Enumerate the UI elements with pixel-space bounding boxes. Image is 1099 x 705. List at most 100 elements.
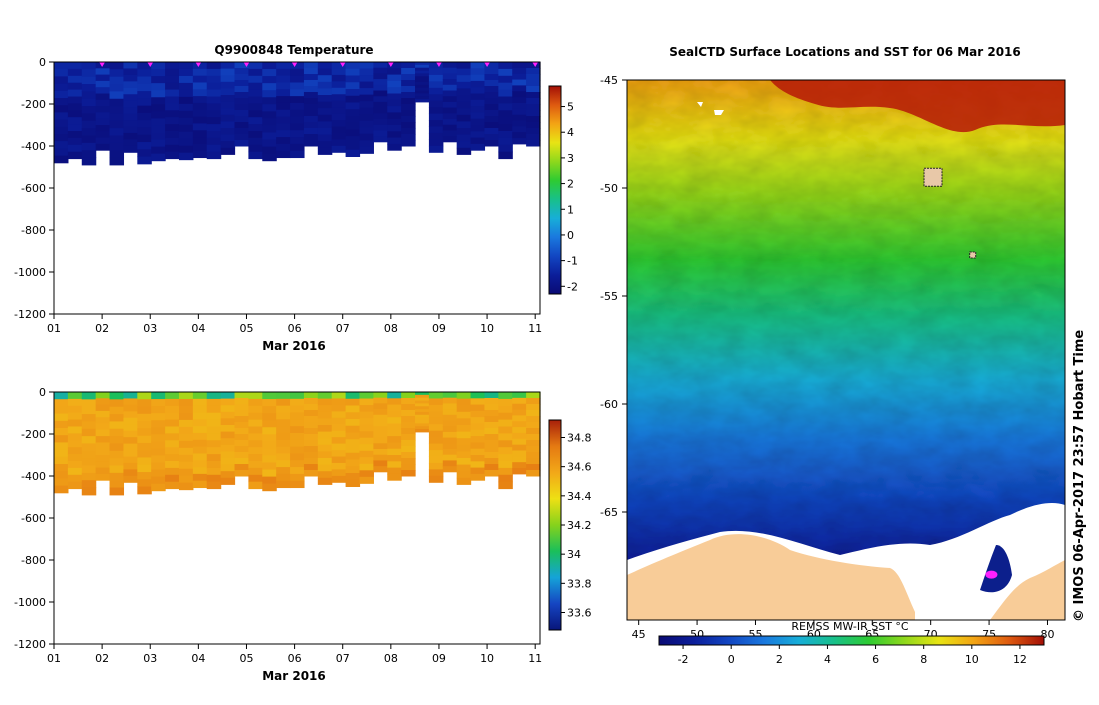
heatmap-cell (415, 76, 430, 80)
heatmap-cell (165, 447, 180, 455)
heatmap-cell (331, 404, 347, 412)
heatmap-cell (192, 398, 208, 407)
heatmap-cell (95, 392, 111, 399)
heatmap-cell (234, 440, 249, 447)
heatmap-cell (109, 436, 125, 444)
heatmap-cell (81, 128, 97, 136)
heatmap-cell (303, 410, 319, 417)
heatmap-cell (526, 128, 541, 135)
heatmap-cell (81, 450, 97, 459)
heatmap-cell (81, 62, 97, 70)
heatmap-cell (470, 118, 486, 126)
heatmap-cell (387, 429, 402, 437)
heatmap-cell (526, 134, 541, 141)
heatmap-cell (373, 73, 388, 80)
heatmap-cell (220, 392, 236, 400)
heatmap-cell (359, 398, 374, 406)
heatmap-cell (470, 473, 486, 481)
heatmap-cell (526, 428, 541, 435)
heatmap-cell (359, 444, 374, 452)
heatmap-cell (470, 417, 486, 424)
heatmap-cell (331, 62, 347, 69)
heatmap-cell (373, 113, 388, 120)
x-tick-label: 02 (95, 322, 109, 335)
heatmap-cell (220, 464, 236, 472)
heatmap-cell (276, 460, 291, 468)
heatmap-cell (498, 398, 513, 407)
heatmap-cell (220, 438, 236, 446)
profile-marker (435, 62, 442, 67)
heatmap-cell (137, 457, 152, 466)
heatmap-cell (81, 142, 97, 151)
heatmap-cell (526, 74, 541, 81)
salinity-heatmap (54, 392, 541, 496)
heatmap-cell (220, 95, 236, 103)
heatmap-cell (81, 106, 97, 114)
heatmap-cell (192, 432, 208, 441)
heatmap-cell (470, 106, 486, 113)
heatmap-cell (484, 62, 499, 69)
heatmap-cell (498, 117, 513, 125)
heatmap-cell (317, 471, 333, 479)
lat-tick-label: -50 (600, 182, 618, 195)
heatmap-cell (526, 446, 541, 453)
heatmap-cell (387, 87, 402, 94)
heatmap-cell (401, 470, 416, 477)
heatmap-cell (276, 439, 291, 448)
heatmap-cell (428, 417, 444, 425)
heatmap-cell (290, 116, 305, 124)
heatmap-cell (123, 81, 138, 89)
heatmap-cell (456, 451, 472, 459)
heatmap-cell (137, 479, 152, 488)
heatmap-cell (192, 446, 208, 454)
heatmap-cell (206, 75, 222, 84)
heatmap-cell (484, 440, 499, 447)
temperature-x-axis: 01 02 03 04 05 06 07 08 09 10 11 (47, 314, 542, 335)
heatmap-cell (345, 412, 361, 420)
heatmap-cell (248, 131, 263, 139)
heatmap-cell (276, 68, 291, 77)
heatmap-cell (387, 62, 402, 69)
heatmap-cell (81, 91, 97, 100)
heatmap-cell (498, 474, 513, 483)
heatmap-cell (428, 456, 444, 464)
heatmap-cell (373, 443, 388, 450)
temperature-title: Q9900848 Temperature (214, 43, 373, 57)
heatmap-cell (137, 83, 152, 92)
heatmap-cell (359, 62, 374, 70)
heatmap-cell (456, 81, 472, 89)
heatmap-cell (442, 431, 458, 439)
heatmap-cell (470, 112, 486, 120)
heatmap-cell (178, 68, 194, 77)
colorbar-tick-label: 4 (567, 126, 574, 139)
heatmap-cell (303, 110, 319, 117)
heatmap-cell (151, 104, 166, 112)
heatmap-cell (387, 417, 402, 424)
heatmap-cell (345, 149, 361, 157)
heatmap-cell (484, 80, 499, 87)
x-tick-label: 01 (47, 652, 61, 665)
heatmap-cell (234, 80, 249, 87)
heatmap-cell (206, 474, 222, 483)
heatmap-cell (359, 411, 374, 419)
heatmap-cell (526, 440, 541, 447)
heatmap-cell (470, 398, 486, 406)
heatmap-cell (303, 434, 319, 441)
heatmap-cell (428, 469, 444, 477)
heatmap-cell (512, 138, 527, 145)
heatmap-cell (165, 110, 180, 118)
heatmap-cell (109, 142, 125, 151)
heatmap-cell (248, 151, 263, 160)
heatmap-cell (109, 392, 125, 400)
heatmap-cell (234, 92, 249, 99)
heatmap-cell (359, 75, 374, 83)
heatmap-cell (137, 76, 152, 85)
heatmap-cell (178, 82, 194, 91)
x-tick-label: 07 (336, 322, 350, 335)
heatmap-cell (137, 134, 152, 143)
heatmap-cell (137, 450, 152, 458)
heatmap-cell (123, 411, 138, 419)
heatmap-cell (67, 62, 83, 70)
heatmap-cell (456, 128, 472, 136)
y-tick-label: -200 (21, 428, 46, 441)
